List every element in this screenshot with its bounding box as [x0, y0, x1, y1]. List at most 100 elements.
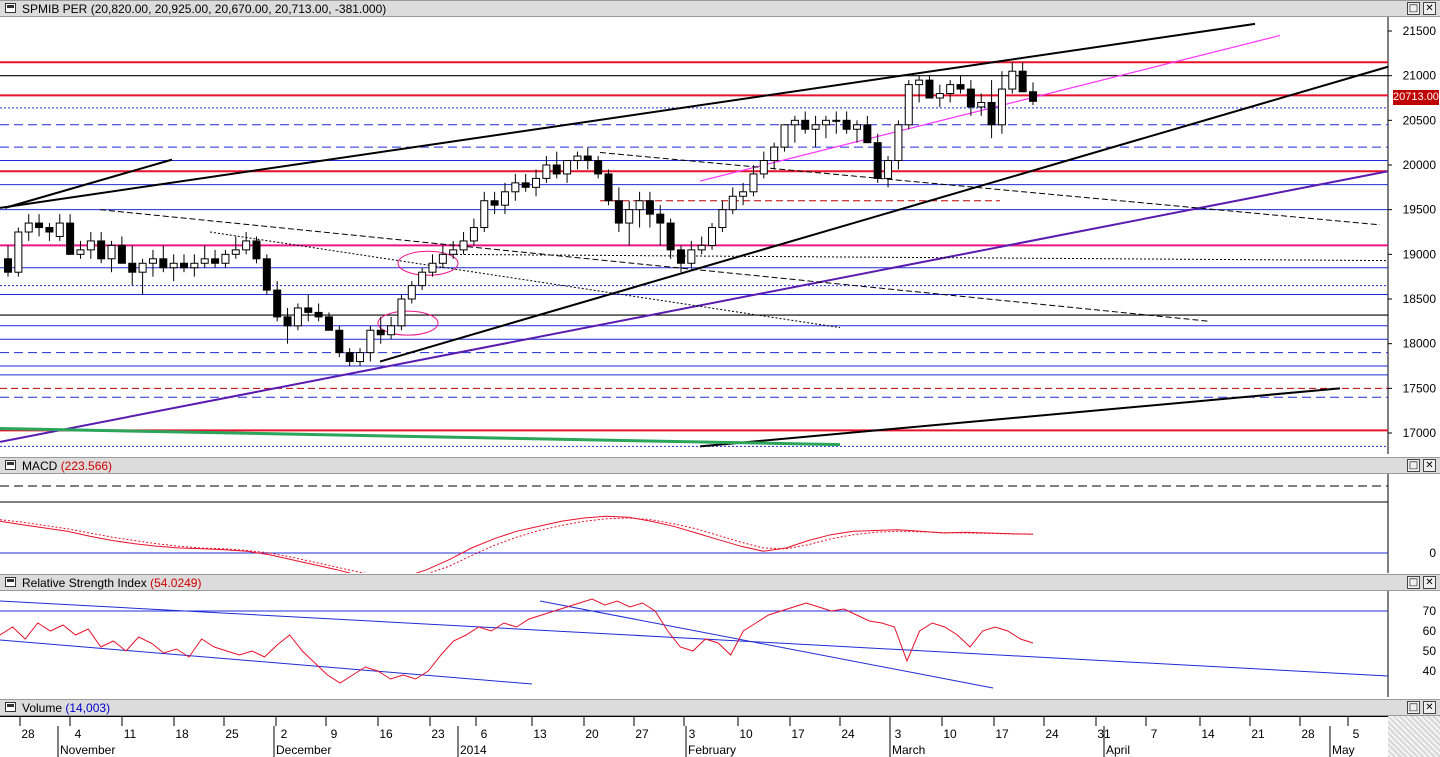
green-base-line: [0, 427, 841, 447]
price-pane-title: SPMIB PER (20,820.00, 20,925.00, 20,670.…: [22, 2, 386, 16]
candle-body: [397, 298, 406, 327]
rsi-channel-line-mid: [539, 600, 994, 689]
maximize-pane-icon[interactable]: □: [1407, 576, 1420, 589]
month-label: November: [60, 743, 115, 757]
volume-pane: Volume (14,003) □ ✕: [0, 699, 1440, 716]
maximize-pane-icon[interactable]: □: [1407, 2, 1420, 15]
candle-body: [376, 329, 385, 336]
day-tick-label: 14: [1201, 727, 1215, 741]
candle-body: [407, 285, 416, 300]
short-trend-line: [4, 158, 173, 209]
month-label: 2014: [460, 743, 487, 757]
day-tick-label: 23: [431, 727, 445, 741]
candle-body: [749, 173, 758, 193]
candle-body: [966, 88, 975, 108]
day-tick-label: 28: [21, 727, 35, 741]
candle-body: [480, 200, 489, 229]
candle-body: [521, 182, 530, 188]
candle-body: [1008, 70, 1017, 90]
candle-body: [345, 352, 354, 363]
highlight-ellipse-lower: [377, 310, 439, 336]
day-tick-label: 17: [791, 727, 805, 741]
macd-value: (223.566): [60, 459, 113, 473]
candle-body: [231, 249, 240, 255]
candle-body: [552, 164, 561, 175]
day-tick-label: 2: [281, 727, 288, 741]
candle-body: [821, 119, 830, 126]
rsi-pane-titlebar[interactable]: Relative Strength Index (54.0249) □ ✕: [0, 574, 1440, 591]
falling-dashed-line-2: [599, 151, 1381, 226]
highlight-ellipse-upper: [397, 250, 459, 276]
day-tick-label: 3: [689, 727, 696, 741]
price-tick-label: 21500: [1403, 24, 1437, 38]
candle-body: [242, 240, 251, 251]
candle-body: [449, 249, 458, 255]
volume-pane-titlebar[interactable]: Volume (14,003) □ ✕: [0, 699, 1440, 716]
candle-body: [356, 352, 365, 363]
candle-body: [801, 119, 810, 130]
day-tick-label: 27: [635, 727, 649, 741]
price-tick-label: 17000: [1403, 426, 1437, 440]
pane-menu-icon[interactable]: [5, 577, 16, 587]
close-pane-icon[interactable]: ✕: [1423, 2, 1436, 15]
candle-body: [987, 101, 996, 126]
rsi-chart[interactable]: 70 60 50 40: [0, 591, 1440, 697]
day-tick-label: 9: [331, 727, 338, 741]
symbol-label: SPMIB PER: [22, 2, 88, 16]
pane-menu-icon[interactable]: [5, 702, 16, 712]
candle-body: [697, 244, 706, 251]
rsi-channel-line-top: [0, 600, 1389, 677]
candle-body: [273, 289, 282, 318]
candle-body: [925, 79, 934, 99]
macd-plot-background: [0, 474, 1388, 573]
price-tick-label: 20000: [1403, 158, 1437, 172]
close-pane-icon[interactable]: ✕: [1423, 459, 1436, 472]
candle-body: [500, 191, 509, 206]
axis-scroll-handle[interactable]: [1388, 716, 1440, 757]
candle-body: [55, 222, 64, 237]
rsi-label: Relative Strength Index: [22, 576, 147, 590]
price-tick-label: 18500: [1403, 292, 1437, 306]
candle-body: [718, 209, 727, 229]
price-chart[interactable]: 21500 21000 20500 20000 19500 19000 18500 18000…: [0, 17, 1440, 454]
candle-body: [211, 258, 220, 264]
day-tick-label: 4: [75, 727, 82, 741]
day-tick-label: 25: [225, 727, 239, 741]
candle-body: [200, 258, 209, 264]
price-pane-titlebar[interactable]: SPMIB PER (20,820.00, 20,925.00, 20,670.…: [0, 0, 1440, 17]
candle-body: [997, 88, 1006, 126]
macd-pane-titlebar[interactable]: MACD (223.566) □ ✕: [0, 457, 1440, 474]
maximize-pane-icon[interactable]: □: [1407, 459, 1420, 472]
date-axis[interactable]: 28 4 11 18 25 2 9 16 23 6 13 20 27 3 10 17 24 3 10 17 24 31 7 1…: [0, 716, 1440, 757]
close-pane-icon[interactable]: ✕: [1423, 701, 1436, 714]
macd-pane: MACD (223.566) □ ✕ 0: [0, 457, 1440, 573]
candle-body: [532, 177, 541, 188]
candle-body: [24, 222, 33, 233]
upper-channel-line: [0, 22, 1256, 209]
candle-body: [428, 262, 437, 273]
price-tick-label: 18000: [1403, 337, 1437, 351]
candle-body: [107, 244, 116, 260]
macd-signal-line: [0, 517, 1034, 573]
candle-body: [97, 240, 106, 260]
macd-chart[interactable]: 0: [0, 474, 1440, 573]
long-base-line: [699, 387, 1341, 448]
day-tick-label: 17: [995, 727, 1009, 741]
close-pane-icon[interactable]: ✕: [1423, 576, 1436, 589]
candle-body: [418, 271, 427, 287]
candle-body: [708, 227, 717, 246]
day-tick-label: 13: [533, 727, 547, 741]
pane-menu-icon[interactable]: [5, 3, 16, 13]
volume-label: Volume: [22, 701, 63, 715]
candle-body: [438, 253, 447, 264]
day-tick-label: 18: [175, 727, 189, 741]
candle-body: [739, 191, 748, 197]
maximize-pane-icon[interactable]: □: [1407, 701, 1420, 714]
macd-pane-title: MACD (223.566): [22, 459, 112, 473]
candle-body: [614, 200, 623, 224]
candle-body: [604, 173, 613, 202]
day-tick-label: 11: [124, 727, 137, 741]
candle-body: [86, 240, 95, 251]
pane-menu-icon[interactable]: [5, 460, 16, 470]
rsi-channel-line-left: [0, 639, 533, 685]
